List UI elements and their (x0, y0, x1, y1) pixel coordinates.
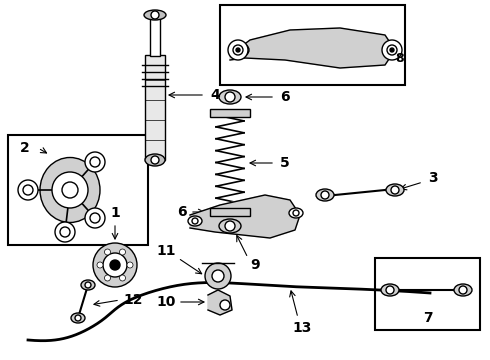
Bar (145, 55, 165, 160)
Text: 13: 13 (293, 321, 312, 335)
Ellipse shape (40, 157, 100, 222)
Text: 10: 10 (156, 295, 176, 309)
Circle shape (382, 40, 402, 60)
Ellipse shape (219, 219, 241, 233)
Ellipse shape (71, 313, 85, 323)
Ellipse shape (145, 154, 165, 166)
Circle shape (459, 286, 467, 294)
Circle shape (151, 156, 159, 164)
Bar (8, 135, 148, 245)
Circle shape (293, 210, 299, 216)
Ellipse shape (454, 284, 472, 296)
Text: 8: 8 (395, 51, 404, 64)
Text: 4: 4 (210, 88, 220, 102)
Circle shape (120, 249, 125, 255)
Circle shape (120, 275, 125, 281)
Text: 7: 7 (423, 311, 433, 325)
Circle shape (90, 157, 100, 167)
Circle shape (104, 275, 111, 281)
Circle shape (85, 152, 105, 172)
Polygon shape (208, 290, 232, 315)
Circle shape (18, 180, 38, 200)
Circle shape (60, 227, 70, 237)
Circle shape (220, 300, 230, 310)
Circle shape (55, 222, 75, 242)
Text: 11: 11 (156, 244, 176, 258)
Circle shape (103, 253, 127, 277)
Circle shape (85, 282, 91, 288)
Circle shape (52, 172, 88, 208)
Circle shape (62, 182, 78, 198)
Ellipse shape (188, 216, 202, 226)
Text: 12: 12 (123, 293, 143, 307)
Bar (150, 18, 160, 56)
Ellipse shape (219, 90, 241, 104)
Ellipse shape (144, 10, 166, 20)
Bar (220, 5, 405, 85)
Circle shape (23, 185, 33, 195)
Circle shape (93, 243, 137, 287)
Circle shape (97, 262, 103, 268)
Text: 6: 6 (280, 90, 290, 104)
Ellipse shape (289, 208, 303, 218)
Circle shape (391, 186, 399, 194)
Circle shape (85, 208, 105, 228)
Circle shape (225, 221, 235, 231)
Text: 3: 3 (428, 171, 438, 185)
Circle shape (110, 260, 120, 270)
Polygon shape (190, 195, 300, 238)
Circle shape (90, 213, 100, 223)
Circle shape (212, 270, 224, 282)
Text: 5: 5 (280, 156, 290, 170)
Bar (375, 258, 480, 330)
Circle shape (225, 92, 235, 102)
Bar (210, 208, 250, 216)
Text: 1: 1 (110, 206, 120, 220)
Circle shape (233, 45, 243, 55)
Circle shape (386, 286, 394, 294)
Text: 6: 6 (177, 205, 187, 219)
Circle shape (390, 48, 394, 52)
Circle shape (127, 262, 133, 268)
Circle shape (75, 315, 81, 321)
Circle shape (104, 249, 111, 255)
Text: 9: 9 (250, 258, 260, 272)
Ellipse shape (386, 184, 404, 196)
Circle shape (321, 191, 329, 199)
Text: 2: 2 (20, 141, 30, 155)
Circle shape (192, 218, 198, 224)
Polygon shape (230, 28, 395, 68)
Circle shape (236, 48, 240, 52)
Circle shape (151, 11, 159, 19)
Ellipse shape (316, 189, 334, 201)
Ellipse shape (231, 43, 249, 57)
Circle shape (205, 263, 231, 289)
Bar (210, 109, 250, 117)
Circle shape (387, 45, 397, 55)
Ellipse shape (81, 280, 95, 290)
Circle shape (228, 40, 248, 60)
Ellipse shape (381, 284, 399, 296)
